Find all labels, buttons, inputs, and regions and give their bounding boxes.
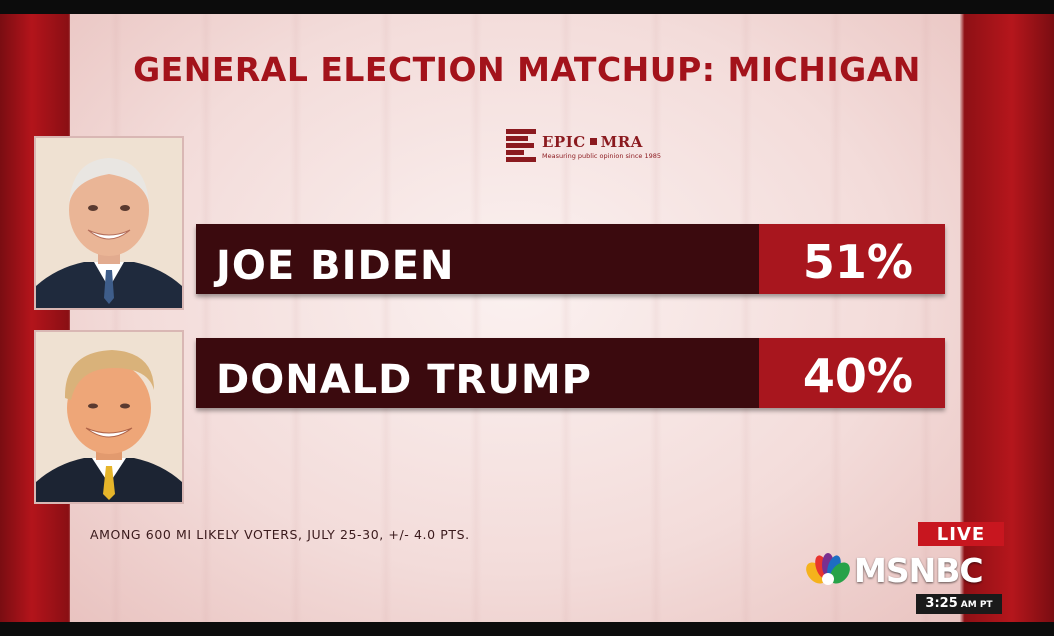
graphic-panel <box>70 14 960 622</box>
poll-footnote: AMONG 600 MI LIKELY VOTERS, JULY 25-30, … <box>90 527 470 542</box>
candidate-portrait-icon <box>36 138 182 308</box>
pollster-name: EPIC MRA <box>542 132 643 151</box>
pollster-logo: EPIC MRA Measuring public opinion since 1… <box>506 128 661 164</box>
candidate-percent: 51% <box>759 224 945 294</box>
tv-screen: GENERAL ELECTION MATCHUP: MICHIGAN EPIC M… <box>0 14 1054 622</box>
network-logo: MSNBC <box>806 550 984 590</box>
clock-time: 3:25 <box>925 596 958 611</box>
candidate-portrait-icon <box>36 332 182 502</box>
epic-mra-logo-icon <box>506 129 536 163</box>
candidate-name: JOE BIDEN <box>216 243 455 289</box>
candidate-bar-biden: JOE BIDEN 51% <box>196 224 945 294</box>
candidate-bar-trump: DONALD TRUMP 40% <box>196 338 945 408</box>
candidate-name: DONALD TRUMP <box>216 357 592 403</box>
candidate-photo-biden <box>34 136 184 310</box>
network-name: MSNBC <box>854 550 984 590</box>
broadcast-clock: 3:25 AM PT <box>916 594 1002 614</box>
peacock-logo-icon <box>806 553 850 585</box>
graphic-title: GENERAL ELECTION MATCHUP: MICHIGAN <box>133 50 921 89</box>
candidate-photo-trump <box>34 330 184 504</box>
pollster-tagline: Measuring public opinion since 1985 <box>542 151 661 160</box>
candidate-percent: 40% <box>759 338 945 408</box>
live-badge: LIVE <box>918 522 1004 546</box>
clock-ampm: AM PT <box>960 600 993 610</box>
